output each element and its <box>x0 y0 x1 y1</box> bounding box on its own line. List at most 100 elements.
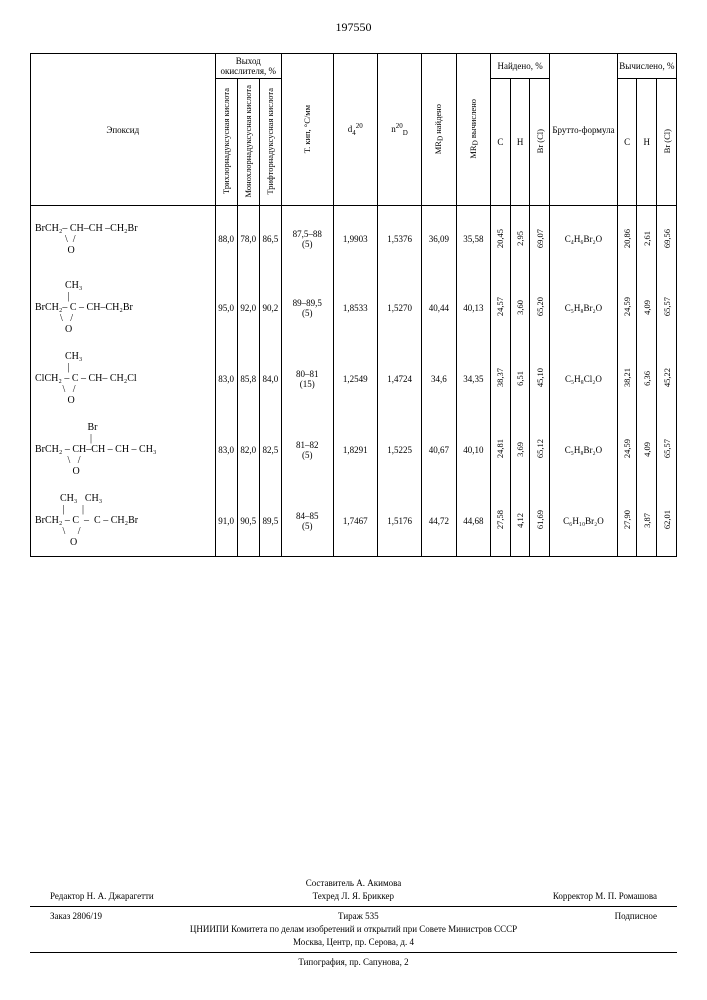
th-cc: C <box>617 79 637 206</box>
th-d: d420 <box>333 54 377 206</box>
cell: 34,6 <box>422 343 456 414</box>
cell: 6,36 <box>637 343 657 414</box>
cell: 44,68 <box>456 485 490 557</box>
cell: 4,09 <box>637 414 657 485</box>
cell: 40,13 <box>456 272 490 343</box>
cell: 62,01 <box>657 485 677 557</box>
cell: 38,21 <box>617 343 637 414</box>
corrector: Корректор М. П. Ромашова <box>553 890 657 903</box>
cell: C₄H₆Br₂O <box>550 206 618 273</box>
cell: 40,10 <box>456 414 490 485</box>
cell: 87,5–88(5) <box>281 206 333 273</box>
cell: 3,87 <box>637 485 657 557</box>
cell: 65,12 <box>530 414 550 485</box>
cell: 44,72 <box>422 485 456 557</box>
cell: 91,0 <box>215 485 237 557</box>
cell: C₅H₈Br₂O <box>550 272 618 343</box>
cell: 40,67 <box>422 414 456 485</box>
th-brutto: Брутто-формула <box>550 54 618 206</box>
table-row: Br | BrCH₂ – CH–CH – CH – CH₃ \ / O83,08… <box>31 414 677 485</box>
cell: 82,0 <box>237 414 259 485</box>
cell: 27,90 <box>617 485 637 557</box>
cell: 6,51 <box>510 343 530 414</box>
cell: 2,61 <box>637 206 657 273</box>
cell: 36,09 <box>422 206 456 273</box>
th-mrd-found: MRD найдено <box>422 54 456 206</box>
cell: 1,4724 <box>377 343 421 414</box>
th-fh: H <box>510 79 530 206</box>
compiler: Составитель А. Акимова <box>30 877 677 890</box>
cell: 69,07 <box>530 206 550 273</box>
table-row: CH₃ | ClCH₂ – C – CH– CH₂Cl \ / O83,085,… <box>31 343 677 414</box>
th-fc: C <box>491 79 511 206</box>
footer: Составитель А. Акимова Редактор Н. А. Дж… <box>30 877 677 969</box>
cell: 89–89,5(5) <box>281 272 333 343</box>
cell: 1,5270 <box>377 272 421 343</box>
doc-number: 197550 <box>30 20 677 35</box>
cell: 78,0 <box>237 206 259 273</box>
cell: 45,10 <box>530 343 550 414</box>
cell: 83,0 <box>215 414 237 485</box>
th-mrd-calc: MRD вычислено <box>456 54 490 206</box>
table-row: CH₃ CH₃ | | BrCH₂ – C – C – CH₂Br \ / O9… <box>31 485 677 557</box>
cell: C₆H₁₀Br₂O <box>550 485 618 557</box>
typo: Типография, пр. Сапунова, 2 <box>30 956 677 969</box>
cell: 24,81 <box>491 414 511 485</box>
cell: 65,20 <box>530 272 550 343</box>
th-y2: Монохлорнадуксусная кислота <box>237 79 259 206</box>
cell: 88,0 <box>215 206 237 273</box>
cell: CH₃ CH₃ | | BrCH₂ – C – C – CH₂Br \ / O <box>31 485 216 557</box>
cell: 20,45 <box>491 206 511 273</box>
cell: BrCH₂– CH–CH –CH₂Br \ / O <box>31 206 216 273</box>
cell: 1,5376 <box>377 206 421 273</box>
cell: CH₃ | BrCH₂– C – CH–CH₂Br \ / O <box>31 272 216 343</box>
cell: 65,57 <box>657 414 677 485</box>
cell: 86,5 <box>259 206 281 273</box>
cell: 89,5 <box>259 485 281 557</box>
th-epoxide: Эпоксид <box>31 54 216 206</box>
cell: 84,0 <box>259 343 281 414</box>
cell: 80–81(15) <box>281 343 333 414</box>
order: Заказ 2806/19 <box>50 910 102 923</box>
cell: 83,0 <box>215 343 237 414</box>
cell: Br | BrCH₂ – CH–CH – CH – CH₃ \ / O <box>31 414 216 485</box>
th-calc-group: Вычислено, % <box>617 54 676 79</box>
cell: CH₃ | ClCH₂ – C – CH– CH₂Cl \ / O <box>31 343 216 414</box>
cell: 3,69 <box>510 414 530 485</box>
cell: 35,58 <box>456 206 490 273</box>
cell: 81–82(5) <box>281 414 333 485</box>
cell: 20,86 <box>617 206 637 273</box>
th-bp: Т. кип, °C/мм <box>281 54 333 206</box>
cell: 61,69 <box>530 485 550 557</box>
cell: C₅H₈Br₂O <box>550 414 618 485</box>
th-cbr: Br (Cl) <box>657 79 677 206</box>
cell: 90,5 <box>237 485 259 557</box>
tirage: Тираж 535 <box>338 910 379 923</box>
th-y1: Трихлорнадуксусная кислота <box>215 79 237 206</box>
cell: 85,8 <box>237 343 259 414</box>
cell: 95,0 <box>215 272 237 343</box>
cell: 69,56 <box>657 206 677 273</box>
cell: 3,60 <box>510 272 530 343</box>
cell: 1,8291 <box>333 414 377 485</box>
cell: 1,2549 <box>333 343 377 414</box>
th-yield-group: Выход окислителя, % <box>215 54 281 79</box>
cell: 1,9903 <box>333 206 377 273</box>
cell: 1,5225 <box>377 414 421 485</box>
th-n: n20D <box>377 54 421 206</box>
cell: 34,35 <box>456 343 490 414</box>
cell: C₅H₈Cl₂O <box>550 343 618 414</box>
cell: 82,5 <box>259 414 281 485</box>
cell: 2,95 <box>510 206 530 273</box>
cell: 4,09 <box>637 272 657 343</box>
cell: 84–85(5) <box>281 485 333 557</box>
cell: 24,59 <box>617 414 637 485</box>
org: ЦНИИПИ Комитета по делам изобретений и о… <box>30 923 677 936</box>
cell: 24,59 <box>617 272 637 343</box>
cell: 1,7467 <box>333 485 377 557</box>
editor: Редактор Н. А. Джарагетти <box>50 890 154 903</box>
th-found-group: Найдено, % <box>491 54 550 79</box>
table-row: CH₃ | BrCH₂– C – CH–CH₂Br \ / O95,092,09… <box>31 272 677 343</box>
th-ch: H <box>637 79 657 206</box>
th-fbr: Br (Cl) <box>530 79 550 206</box>
